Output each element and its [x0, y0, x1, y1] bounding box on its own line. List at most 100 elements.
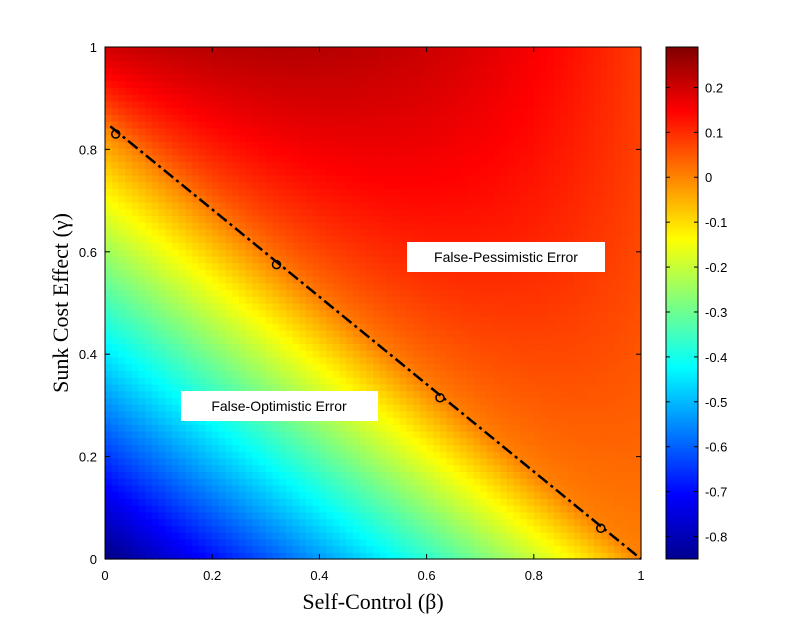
heatmap-cell — [105, 175, 113, 183]
heatmap-cell — [453, 316, 461, 324]
heatmap-cell — [386, 87, 394, 95]
heatmap-cell — [125, 201, 133, 210]
heatmap-cell — [513, 390, 521, 398]
heatmap-cell — [359, 215, 367, 223]
heatmap-cell — [419, 410, 428, 419]
heatmap-cell — [386, 262, 394, 270]
heatmap-cell — [520, 370, 528, 378]
heatmap-cell — [446, 53, 454, 62]
heatmap-cell — [426, 181, 434, 190]
heatmap-cell — [379, 67, 387, 75]
heatmap-cell — [232, 262, 240, 270]
heatmap-cell — [185, 296, 193, 304]
heatmap-cell — [259, 363, 267, 371]
heatmap-cell — [446, 148, 454, 156]
heatmap-cell — [413, 329, 421, 338]
heatmap-cell — [346, 201, 354, 210]
heatmap-cell — [453, 484, 461, 493]
heatmap-cell — [205, 484, 213, 493]
heatmap-cell — [292, 282, 300, 291]
heatmap-cell — [292, 303, 300, 311]
heatmap-cell — [480, 437, 488, 446]
heatmap-cell — [446, 222, 454, 230]
heatmap-cell — [433, 457, 441, 466]
heatmap-cell — [493, 60, 501, 68]
heatmap-cell — [259, 134, 267, 142]
heatmap-cell — [299, 350, 307, 358]
heatmap-cell — [433, 505, 441, 513]
heatmap-cell — [299, 53, 307, 62]
heatmap-cell — [507, 188, 515, 196]
heatmap-cell — [527, 80, 535, 89]
heatmap-cell — [446, 80, 454, 89]
heatmap-cell — [151, 67, 160, 75]
heatmap-cell — [131, 343, 140, 351]
heatmap-cell — [493, 383, 501, 392]
heatmap-cell — [272, 377, 280, 385]
heatmap-cell — [239, 60, 247, 68]
heatmap-cell — [111, 410, 119, 419]
heatmap-cell — [306, 208, 314, 217]
heatmap-cell — [118, 80, 126, 89]
heatmap-cell — [192, 329, 200, 338]
heatmap-cell — [259, 73, 267, 82]
heatmap-cell — [373, 525, 381, 533]
heatmap-cell — [205, 538, 213, 547]
heatmap-cell — [527, 141, 535, 149]
heatmap-cell — [493, 336, 501, 345]
heatmap-cell — [399, 141, 408, 149]
heatmap-cell — [218, 383, 227, 392]
heatmap-cell — [440, 215, 448, 223]
heatmap-cell — [111, 87, 119, 95]
heatmap-cell — [406, 134, 414, 142]
heatmap-cell — [252, 276, 260, 284]
heatmap-cell — [138, 356, 146, 365]
heatmap-cell — [507, 121, 515, 129]
heatmap-cell — [245, 114, 253, 122]
heatmap-cell — [446, 316, 454, 324]
heatmap-cell — [212, 498, 220, 506]
heatmap-cell — [105, 195, 113, 203]
heatmap-cell — [500, 94, 508, 102]
heatmap-cell — [299, 276, 307, 284]
heatmap-cell — [507, 208, 515, 217]
heatmap-cell — [105, 53, 113, 62]
heatmap-cell — [198, 134, 207, 142]
heatmap-cell — [379, 73, 387, 82]
heatmap-cell — [507, 410, 515, 419]
heatmap-cell — [172, 316, 180, 324]
heatmap-cell — [312, 545, 320, 553]
heatmap-cell — [346, 60, 354, 68]
heatmap-cell — [399, 148, 408, 156]
heatmap-cell — [299, 47, 307, 55]
heatmap-cell — [486, 276, 495, 284]
heatmap-cell — [118, 87, 126, 95]
heatmap-cell — [339, 134, 347, 142]
heatmap-cell — [279, 228, 287, 237]
heatmap-cell — [486, 181, 495, 190]
heatmap-cell — [433, 431, 441, 439]
heatmap-cell — [507, 289, 515, 297]
heatmap-cell — [158, 424, 166, 432]
heatmap-cell — [299, 471, 307, 479]
heatmap-cell — [453, 336, 461, 345]
heatmap-cell — [480, 309, 488, 318]
heatmap-cell — [279, 181, 287, 190]
heatmap-cell — [131, 404, 140, 412]
heatmap-cell — [527, 303, 535, 311]
heatmap-cell — [292, 100, 300, 109]
heatmap-cell — [466, 518, 475, 526]
heatmap-cell — [419, 383, 428, 392]
heatmap-cell — [533, 228, 542, 237]
heatmap-cell — [440, 552, 448, 560]
heatmap-cell — [346, 175, 354, 183]
heatmap-cell — [212, 303, 220, 311]
heatmap-cell — [218, 343, 227, 351]
heatmap-cell — [366, 316, 374, 324]
heatmap-cell — [205, 370, 213, 378]
heatmap-cell — [393, 457, 401, 466]
heatmap-cell — [413, 397, 421, 405]
heatmap-cell — [332, 134, 341, 142]
heatmap-cell — [205, 121, 213, 129]
heatmap-cell — [413, 269, 421, 277]
